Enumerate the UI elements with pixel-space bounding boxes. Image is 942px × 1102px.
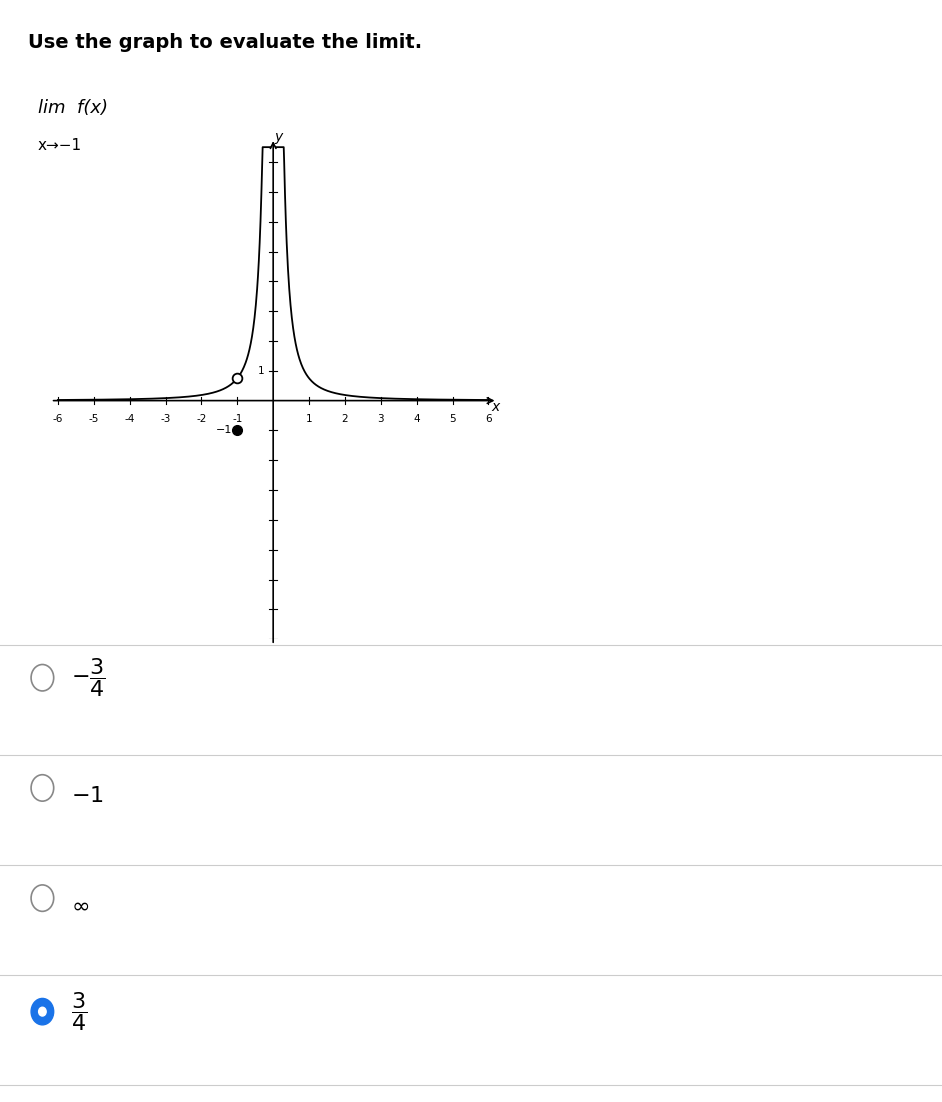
Text: 5: 5 (449, 414, 456, 424)
Text: $\infty$: $\infty$ (71, 896, 89, 916)
Text: $\dfrac{3}{4}$: $\dfrac{3}{4}$ (71, 991, 87, 1033)
Text: -4: -4 (124, 414, 135, 424)
Text: 4: 4 (414, 414, 420, 424)
Text: -3: -3 (160, 414, 171, 424)
Text: x→−1: x→−1 (38, 138, 82, 153)
Text: $-\dfrac{3}{4}$: $-\dfrac{3}{4}$ (71, 657, 106, 699)
Text: Use the graph to evaluate the limit.: Use the graph to evaluate the limit. (28, 33, 422, 52)
Text: -2: -2 (196, 414, 206, 424)
Text: -5: -5 (89, 414, 99, 424)
Text: 1: 1 (306, 414, 313, 424)
Text: -6: -6 (53, 414, 63, 424)
Text: x: x (492, 400, 500, 414)
Text: 6: 6 (485, 414, 492, 424)
Text: y: y (274, 130, 283, 144)
Text: lim  f(x): lim f(x) (38, 99, 107, 117)
Text: 1: 1 (257, 366, 264, 376)
Text: -1: -1 (232, 414, 242, 424)
Text: 3: 3 (378, 414, 384, 424)
Text: −1: −1 (216, 425, 232, 435)
Text: $-1$: $-1$ (71, 786, 104, 806)
Text: 2: 2 (342, 414, 349, 424)
